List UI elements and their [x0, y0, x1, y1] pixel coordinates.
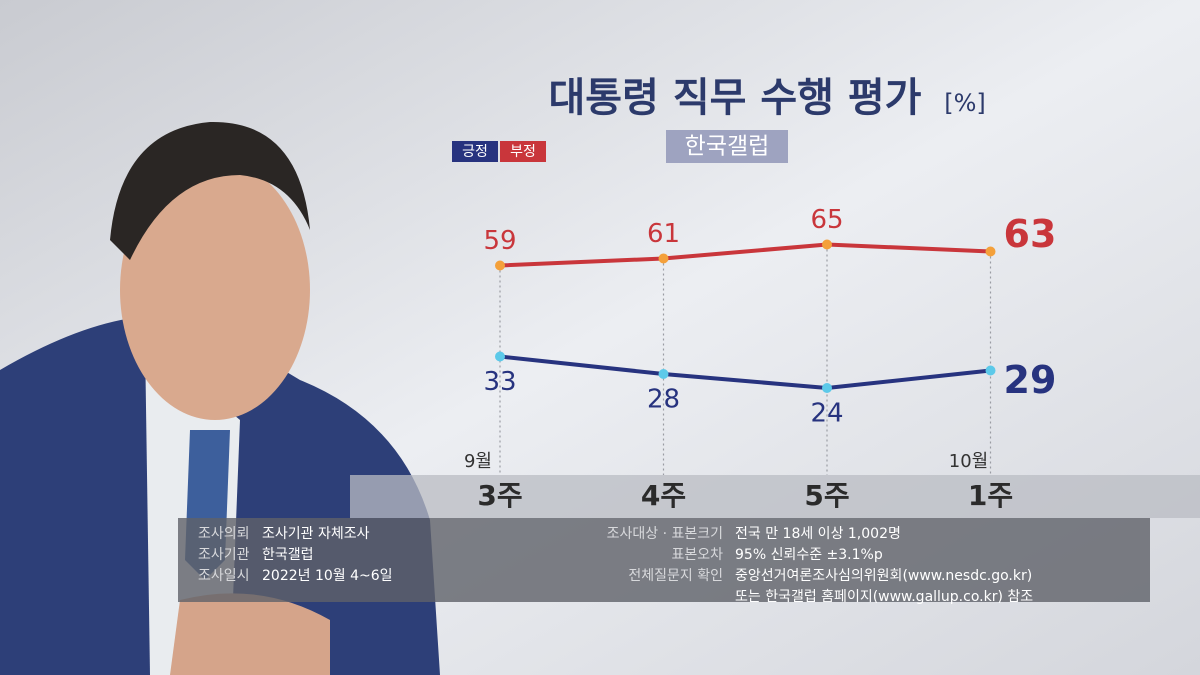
note-value: 2022년 10월 4~6일 [262, 568, 393, 584]
note-key: 조사대상 · 표본크기 [607, 526, 723, 542]
note-key: 조사의뢰 [198, 526, 250, 542]
series-line [499, 242, 991, 268]
source: 한국갤럽 [685, 134, 770, 160]
x-tick-label: 5주 [804, 479, 849, 512]
point [985, 246, 996, 257]
unit: [%] [944, 89, 986, 117]
month-label: 9월 [464, 451, 492, 472]
legend-label: 부정 [510, 144, 536, 160]
legend-swatch [500, 141, 546, 162]
value-label: 63 [1004, 212, 1057, 256]
value-label: 61 [647, 219, 680, 249]
series-line [499, 354, 991, 391]
point [495, 260, 505, 271]
chart-title: 대통령 직무 수행 평가 [549, 75, 922, 121]
x-tick-label: 1주 [968, 479, 1013, 512]
x-tick-label: 3주 [477, 479, 522, 512]
point [658, 369, 669, 379]
legend-label: 긍정 [462, 144, 488, 160]
note-key: 조사일시 [198, 568, 250, 584]
value-label: 29 [1004, 358, 1057, 402]
value-label: 24 [810, 399, 843, 429]
value-label: 65 [810, 205, 843, 235]
note-value: 중앙선거여론조사심의위원회(www.nesdc.go.kr) [735, 568, 1032, 584]
category-strip [350, 475, 1200, 518]
note-value: 한국갤럽 [262, 547, 314, 563]
note-value: 전국 만 18세 이상 1,002명 [735, 526, 901, 542]
point [658, 253, 669, 264]
note-value: 또는 한국갤럽 홈페이지(www.gallup.co.kr) 참조 [735, 589, 1033, 605]
note-value: 95% 신뢰수준 ±3.1%p [735, 547, 883, 563]
info-panel [178, 518, 1150, 602]
legend-swatch [452, 141, 498, 162]
x-tick-label: 4주 [641, 479, 686, 512]
note-key: 조사기관 [198, 547, 250, 563]
source-badge [666, 130, 788, 163]
point [822, 383, 832, 393]
note-key: 전체질문지 확인 [628, 568, 723, 584]
point [822, 239, 832, 250]
point [495, 351, 505, 362]
note-value: 조사기관 자체조사 [262, 526, 370, 542]
note-key: 표본오차 [671, 547, 723, 563]
month-label: 10월 [949, 451, 988, 472]
point [985, 365, 996, 376]
value-label: 33 [483, 367, 516, 397]
value-label: 59 [483, 226, 516, 256]
value-label: 28 [647, 385, 680, 415]
